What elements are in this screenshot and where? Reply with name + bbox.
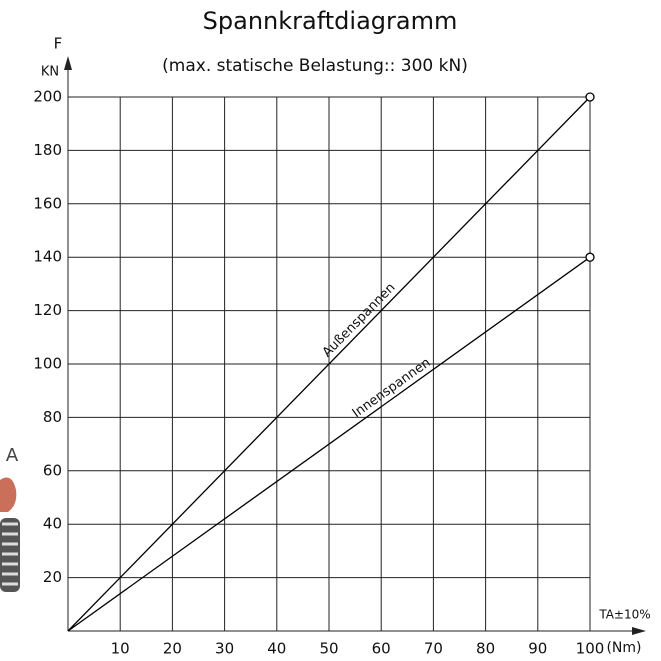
y-tick-label: 80 <box>43 408 62 426</box>
x-axis-label: TA±10% <box>598 608 650 622</box>
side-label: A <box>6 445 19 466</box>
end-marker <box>586 253 594 261</box>
y-tick-label: 160 <box>33 194 62 212</box>
side-image <box>0 478 20 592</box>
y-tick-label: 200 <box>33 88 62 106</box>
y-tick-label: 120 <box>33 301 62 319</box>
y-axis-arrow <box>64 56 72 70</box>
y-tick-label: 60 <box>43 461 62 479</box>
line-label: Innenspannen <box>350 355 434 421</box>
chart-title: Spannkraftdiagramm <box>203 7 458 35</box>
x-tick-label: 80 <box>476 640 495 658</box>
chart-subtitle: (max. statische Belastung:: 300 kN) <box>162 56 468 76</box>
x-tick-label: 100 <box>576 640 605 658</box>
y-axis-label: F <box>54 35 63 53</box>
y-tick-label: 20 <box>43 568 62 586</box>
chart: Spannkraftdiagramm (max. statische Belas… <box>0 0 661 661</box>
x-tick-label: 20 <box>163 640 182 658</box>
y-tick-label: 180 <box>33 141 62 159</box>
x-axis-unit: (Nm) <box>606 640 641 656</box>
gear-teeth <box>2 524 18 584</box>
x-tick-label: 90 <box>528 640 547 658</box>
x-tick-label: 40 <box>267 640 286 658</box>
y-tick-label: 140 <box>33 248 62 266</box>
x-tick-label: 50 <box>319 640 338 658</box>
x-axis-arrow <box>632 627 646 635</box>
x-tick-label: 60 <box>372 640 391 658</box>
hand-icon <box>0 478 16 512</box>
y-tick-label: 40 <box>43 515 62 533</box>
line-label: Außenspannen <box>320 280 399 360</box>
x-tick-label: 70 <box>424 640 443 658</box>
y-tick-label: 100 <box>33 355 62 373</box>
y-axis-unit: KN <box>41 65 59 80</box>
end-marker <box>586 93 594 101</box>
x-tick-label: 30 <box>215 640 234 658</box>
x-tick-label: 10 <box>111 640 130 658</box>
